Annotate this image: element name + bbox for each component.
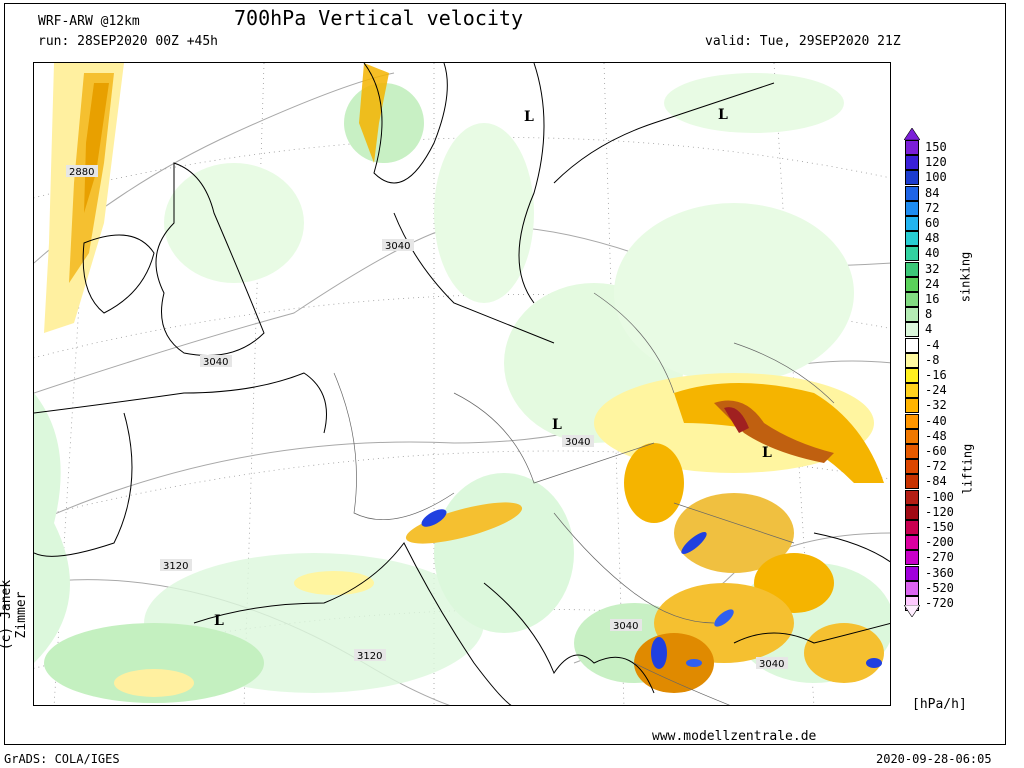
map-panel: 2880 3040 3040 3040 3040 3040 3120 3120 … [33,62,891,706]
low-pressure-marker: L [718,107,728,123]
colorbar-tick-label: -360 [925,565,954,580]
colorbar-tick-label: -8 [925,352,940,367]
colorbar-bottom-arrow [904,605,920,617]
colorbar-tick-label: -72 [925,459,947,474]
colorbar-swatch [905,231,919,247]
low-pressure-marker: L [524,109,534,125]
colorbar-tick-label: -270 [925,550,954,565]
low-pressure-marker: L [762,445,772,461]
colorbar-swatch [905,520,919,535]
colorbar-tick-label: -100 [925,489,954,504]
colorbar-tick-label: -4 [925,337,940,352]
colorbar-swatch [905,292,919,307]
contour-label: 3040 [759,659,784,670]
creation-timestamp: 2020-09-28-06:05 [876,752,992,766]
colorbar-swatch [905,413,919,429]
colorbar-tick-label: 24 [925,276,940,291]
colorbar-tick-label: -720 [925,596,954,610]
colorbar-swatch [905,383,919,399]
low-pressure-marker: L [552,417,562,433]
colorbar-tick-label: -32 [925,398,947,413]
colorbar-swatch [905,322,919,338]
colorbar-tick-label: 40 [925,246,940,261]
colorbar-tick-label: -24 [925,383,947,398]
run-label: run: 28SEP2020 00Z +45h [38,34,219,49]
contour-label: 3040 [203,357,228,368]
colorbar-tick-label: -48 [925,428,947,443]
copyright-label: (c) Janek Zimmer [0,579,29,651]
colorbar-swatch [905,504,919,520]
grads-credit: GrADS: COLA/IGES [4,752,120,766]
colorbar-swatch [905,459,919,475]
colorbar-tick-label: 100 [925,170,947,185]
colorbar-swatch [905,337,919,353]
colorbar-tick-label: -200 [925,535,954,550]
colorbar-tick-label: 16 [925,292,940,306]
colorbar-swatch [905,170,919,186]
contour-label: 2880 [69,167,94,178]
colorbar-tick-label: 48 [925,231,940,246]
low-pressure-marker: L [214,613,224,629]
contour-label-group: 2880 3040 3040 3040 3040 3040 3120 3120 [66,165,788,670]
colorbar-swatch [905,276,919,292]
colorbar-tick-label: -60 [925,444,947,458]
colorbar-swatch [905,398,919,414]
colorbar-tick-label: -84 [925,474,947,489]
colorbar-swatch [905,535,919,551]
colorbar-tick-label: 60 [925,216,940,230]
colorbar-tick-label: 120 [925,155,947,170]
colorbar-tick-label: 72 [925,200,940,215]
colorbar-swatch [905,550,919,566]
figure-frame [4,3,1006,745]
colorbar-tick-label: 84 [925,185,940,200]
contour-label: 3040 [565,437,590,448]
colorbar-swatch [905,261,919,277]
colorbar-swatch [905,155,919,171]
colorbar-swatch [905,200,919,216]
lifting-label: lifting [960,443,975,495]
colorbar-swatch [905,140,919,155]
colorbar-swatch [905,307,919,323]
website-link[interactable]: www.modellzentrale.de [652,729,817,744]
colorbar-swatch [905,474,919,490]
contour-label: 3120 [163,561,188,572]
contour-label: 3120 [357,651,382,662]
colorbar-tick-label: -150 [925,520,954,534]
contour-label: 3040 [613,621,638,632]
colorbar-swatch [905,444,919,459]
valid-label: valid: Tue, 29SEP2020 21Z [705,34,901,49]
colorbar-swatch [905,565,919,581]
colorbar-swatch [905,352,919,368]
contour-label: 3040 [385,241,410,252]
colorbar-tick-label: 8 [925,307,933,322]
colorbar-tick-label: -40 [925,413,947,428]
colorbar-swatch [905,580,919,596]
colorbar-tick-label: -16 [925,368,947,382]
country-borders [333,292,835,705]
colorbar-tick-label: 150 [925,140,947,154]
velocity-field [34,63,890,703]
chart-title: 700hPa Vertical velocity [234,6,523,30]
units-label: [hPa/h] [912,697,967,712]
colorbar-tick-label: -520 [925,580,954,595]
colorbar-tick-label: -120 [925,504,954,519]
colorbar-swatch [905,246,919,262]
colorbar-swatch [905,216,919,231]
map-canvas: 2880 3040 3040 3040 3040 3040 3120 3120 … [34,63,890,705]
colorbar-tick-label: 4 [925,322,933,337]
colorbar-tick-label: 32 [925,261,940,276]
model-label: WRF-ARW @12km [38,14,140,29]
colorbar-top-arrow [904,128,920,140]
colorbar-swatch [905,489,919,505]
colorbar-swatch [905,368,919,383]
sinking-label: sinking [958,251,973,303]
colorbar-swatch [905,428,919,444]
colorbar-swatch [905,185,919,201]
pressure-system-group: L L L L L [214,107,772,629]
